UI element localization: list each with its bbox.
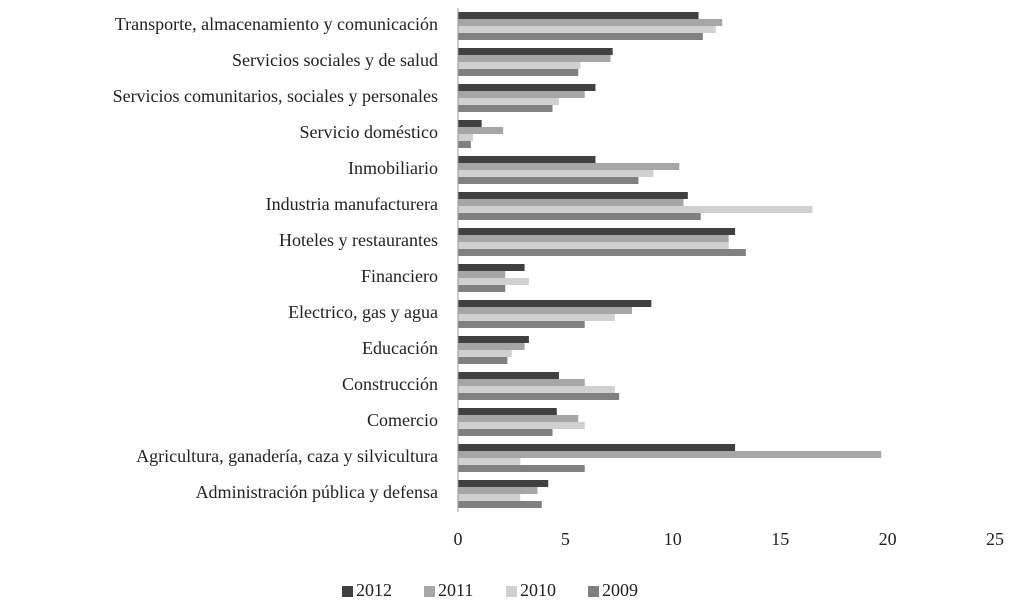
- bar: [458, 98, 559, 105]
- legend-swatch: [424, 586, 435, 597]
- bar: [458, 343, 525, 350]
- y-tick-label: Servicios sociales y de salud: [232, 50, 438, 70]
- y-tick-label: Hoteles y restaurantes: [279, 230, 438, 250]
- bar: [458, 307, 632, 314]
- bar: [458, 134, 474, 141]
- bar: [458, 372, 559, 379]
- bar: [458, 451, 882, 458]
- bar: [458, 62, 581, 69]
- bar: [458, 12, 699, 19]
- bar: [458, 487, 538, 494]
- legend-label: 2011: [438, 580, 473, 600]
- bar: [458, 480, 549, 487]
- bar: [458, 55, 611, 62]
- bar: [458, 458, 521, 465]
- bar: [458, 206, 813, 213]
- bar: [458, 271, 506, 278]
- bar: [458, 264, 525, 271]
- y-tick-label: Servicios comunitarios, sociales y perso…: [113, 86, 438, 106]
- bar: [458, 213, 701, 220]
- y-tick-label: Servicio doméstico: [300, 122, 438, 142]
- y-tick-label: Agricultura, ganadería, caza y silvicult…: [136, 446, 438, 466]
- bar: [458, 429, 553, 436]
- y-tick-label: Educación: [362, 338, 438, 358]
- y-tick-label: Transporte, almacenamiento y comunicació…: [115, 14, 438, 34]
- bar: [458, 228, 736, 235]
- bar: [458, 141, 471, 148]
- y-tick-label: Electrico, gas y agua: [288, 302, 438, 322]
- bar: [458, 69, 579, 76]
- legend-label: 2010: [520, 580, 556, 600]
- y-tick-label: Comercio: [367, 410, 438, 430]
- bar: [458, 105, 553, 112]
- x-tick-label: 5: [561, 529, 570, 549]
- bar: [458, 163, 680, 170]
- bar: [458, 170, 654, 177]
- y-tick-label: Construcción: [342, 374, 438, 394]
- bar: [458, 300, 652, 307]
- x-tick-label: 25: [986, 529, 1004, 549]
- bar: [458, 156, 596, 163]
- bar: [458, 84, 596, 91]
- bar: [458, 199, 684, 206]
- bar: [458, 91, 585, 98]
- bar: [458, 321, 585, 328]
- x-tick-label: 15: [771, 529, 789, 549]
- legend-label: 2012: [356, 580, 392, 600]
- bar: [458, 336, 529, 343]
- bar: [458, 26, 716, 33]
- bar: [458, 242, 729, 249]
- bar: [458, 177, 639, 184]
- legend-swatch: [588, 586, 599, 597]
- x-tick-label: 0: [454, 529, 463, 549]
- x-tick-label: 10: [664, 529, 682, 549]
- y-tick-label: Industria manufacturera: [266, 194, 438, 214]
- bar: [458, 415, 579, 422]
- bar: [458, 235, 729, 242]
- bar: [458, 379, 585, 386]
- bar: [458, 422, 585, 429]
- y-tick-label: Inmobiliario: [348, 158, 438, 178]
- bar: [458, 120, 482, 127]
- legend-label: 2009: [602, 580, 638, 600]
- bar: [458, 357, 508, 364]
- bar: [458, 393, 620, 400]
- bar: [458, 33, 703, 40]
- bar: [458, 444, 736, 451]
- bar: [458, 48, 613, 55]
- bar: [458, 408, 557, 415]
- y-tick-label: Administración pública y defensa: [196, 482, 438, 502]
- bar: [458, 285, 506, 292]
- bar: [458, 494, 521, 501]
- bar: [458, 314, 615, 321]
- x-tick-label: 20: [879, 529, 897, 549]
- y-tick-label: Financiero: [361, 266, 438, 286]
- bar: [458, 386, 615, 393]
- bar: [458, 192, 688, 199]
- bar: [458, 19, 723, 26]
- bar: [458, 501, 542, 508]
- bar: [458, 249, 746, 256]
- legend-swatch: [506, 586, 517, 597]
- bar: [458, 350, 512, 357]
- bar: [458, 465, 585, 472]
- bar: [458, 278, 529, 285]
- bar: [458, 127, 504, 134]
- legend-swatch: [342, 586, 353, 597]
